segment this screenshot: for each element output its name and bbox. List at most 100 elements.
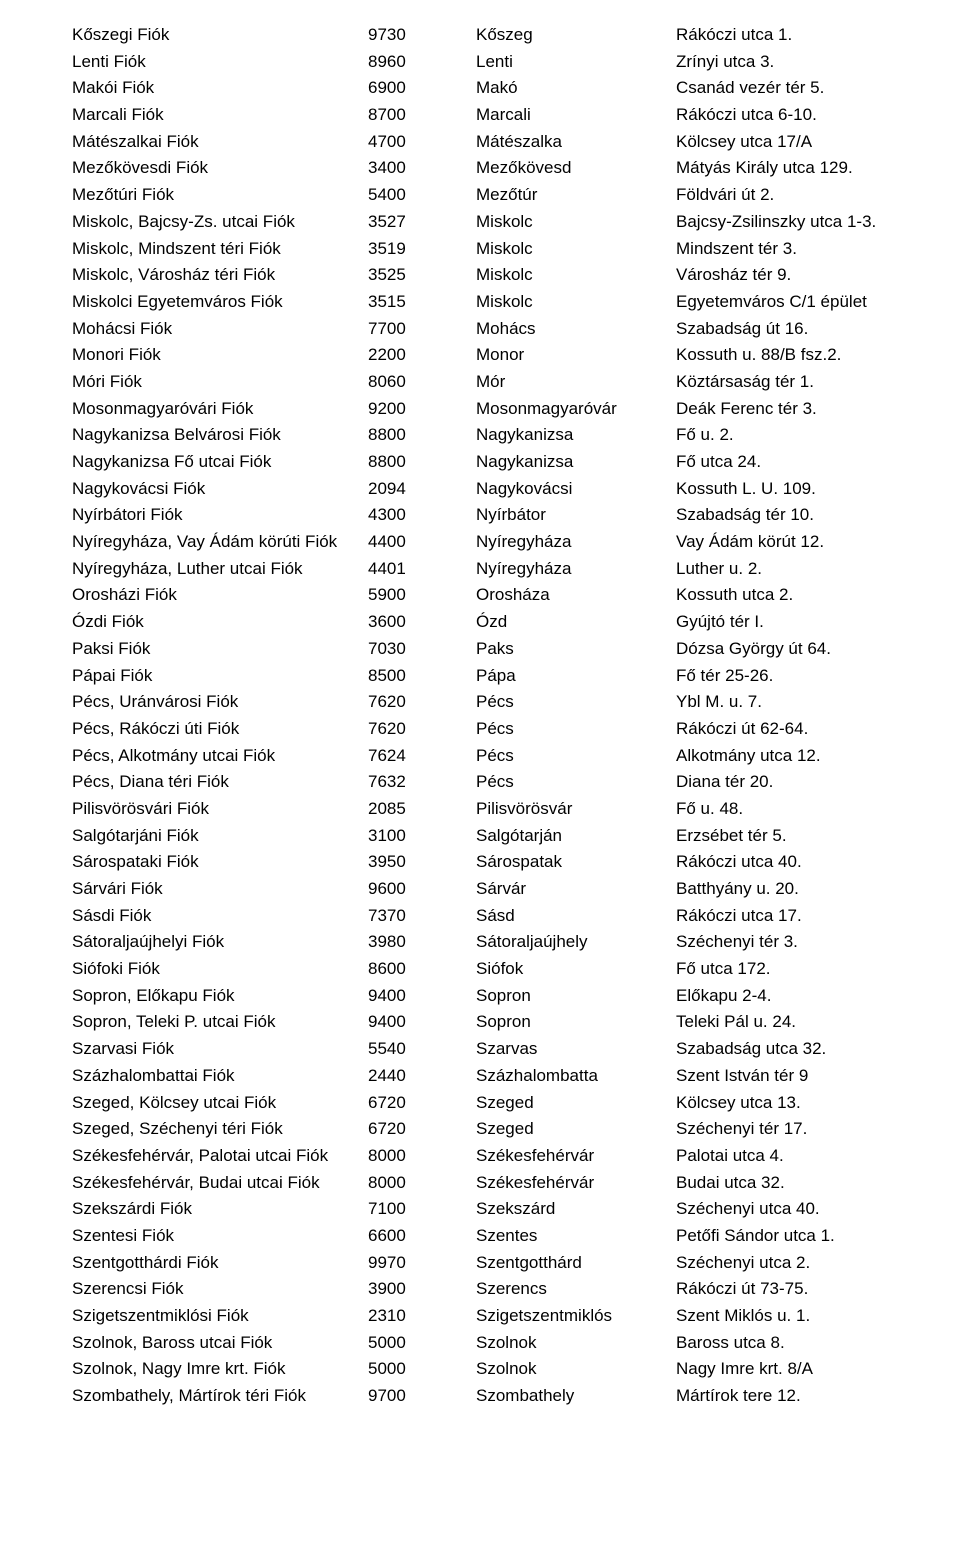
branch-code: 8960	[368, 49, 476, 76]
branch-name: Miskolci Egyetemváros Fiók	[72, 289, 368, 316]
branch-name: Miskolc, Mindszent téri Fiók	[72, 236, 368, 263]
branch-name: Mezőkövesdi Fiók	[72, 155, 368, 182]
branch-code: 2094	[368, 476, 476, 503]
branch-code: 8000	[368, 1143, 476, 1170]
branch-city: Pécs	[476, 716, 676, 743]
branch-address: Mátyás Király utca 129.	[676, 155, 912, 182]
branch-code: 7030	[368, 636, 476, 663]
branch-city: Nyíregyháza	[476, 556, 676, 583]
branch-code: 3900	[368, 1276, 476, 1303]
table-row: Szombathely, Mártírok téri Fiók9700Szomb…	[72, 1383, 912, 1410]
table-row: Pécs, Diana téri Fiók7632PécsDiana tér 2…	[72, 769, 912, 796]
branch-code: 3519	[368, 236, 476, 263]
branch-address: Rákóczi utca 1.	[676, 22, 912, 49]
branch-name: Nagykovácsi Fiók	[72, 476, 368, 503]
branch-address: Széchenyi utca 40.	[676, 1196, 912, 1223]
branch-code: 3527	[368, 209, 476, 236]
branch-code: 3950	[368, 849, 476, 876]
branch-city: Szeged	[476, 1090, 676, 1117]
branch-address: Rákóczi utca 17.	[676, 903, 912, 930]
branch-address: Szabadság tér 10.	[676, 502, 912, 529]
branch-code: 9200	[368, 396, 476, 423]
branch-city: Székesfehérvár	[476, 1143, 676, 1170]
branch-city: Nyíregyháza	[476, 529, 676, 556]
table-row: Nyíregyháza, Vay Ádám körúti Fiók4400Nyí…	[72, 529, 912, 556]
branch-name: Szolnok, Baross utcai Fiók	[72, 1330, 368, 1357]
branch-city: Orosháza	[476, 582, 676, 609]
table-row: Szolnok, Baross utcai Fiók5000SzolnokBar…	[72, 1330, 912, 1357]
branch-name: Siófoki Fiók	[72, 956, 368, 983]
branch-code: 8800	[368, 449, 476, 476]
branch-address: Mártírok tere 12.	[676, 1383, 912, 1410]
branch-code: 3600	[368, 609, 476, 636]
branch-name: Makói Fiók	[72, 75, 368, 102]
table-row: Pécs, Alkotmány utcai Fiók7624PécsAlkotm…	[72, 743, 912, 770]
branch-city: Paks	[476, 636, 676, 663]
table-row: Ózdi Fiók3600ÓzdGyújtó tér I.	[72, 609, 912, 636]
table-row: Szeged, Széchenyi téri Fiók6720SzegedSzé…	[72, 1116, 912, 1143]
branch-city: Lenti	[476, 49, 676, 76]
branch-code: 5540	[368, 1036, 476, 1063]
branch-city: Sárvár	[476, 876, 676, 903]
branch-city: Szolnok	[476, 1330, 676, 1357]
table-row: Mezőkövesdi Fiók3400MezőkövesdMátyás Kir…	[72, 155, 912, 182]
branch-address: Kossuth L. U. 109.	[676, 476, 912, 503]
branch-city: Nyírbátor	[476, 502, 676, 529]
branch-code: 2310	[368, 1303, 476, 1330]
branch-city: Százhalombatta	[476, 1063, 676, 1090]
branch-name: Pápai Fiók	[72, 663, 368, 690]
table-row: Salgótarjáni Fiók3100SalgótarjánErzsébet…	[72, 823, 912, 850]
table-row: Miskolc, Városház téri Fiók3525MiskolcVá…	[72, 262, 912, 289]
branch-name: Mosonmagyaróvári Fiók	[72, 396, 368, 423]
branch-city: Mezőkövesd	[476, 155, 676, 182]
table-row: Pécs, Rákóczi úti Fiók7620PécsRákóczi út…	[72, 716, 912, 743]
branch-name: Pécs, Uránvárosi Fiók	[72, 689, 368, 716]
branch-address: Városház tér 9.	[676, 262, 912, 289]
branch-city: Kőszeg	[476, 22, 676, 49]
table-row: Szigetszentmiklósi Fiók2310Szigetszentmi…	[72, 1303, 912, 1330]
branch-name: Monori Fiók	[72, 342, 368, 369]
branch-code: 7620	[368, 716, 476, 743]
branch-city: Mór	[476, 369, 676, 396]
branch-code: 4400	[368, 529, 476, 556]
table-row: Mátészalkai Fiók4700MátészalkaKölcsey ut…	[72, 129, 912, 156]
branch-name: Szerencsi Fiók	[72, 1276, 368, 1303]
table-row: Pécs, Uránvárosi Fiók7620PécsYbl M. u. 7…	[72, 689, 912, 716]
branch-name: Sárospataki Fiók	[72, 849, 368, 876]
branch-city: Szarvas	[476, 1036, 676, 1063]
branch-name: Szolnok, Nagy Imre krt. Fiók	[72, 1356, 368, 1383]
branch-name: Százhalombattai Fiók	[72, 1063, 368, 1090]
branch-code: 7100	[368, 1196, 476, 1223]
branch-name: Nyírbátori Fiók	[72, 502, 368, 529]
branch-address: Bajcsy-Zsilinszky utca 1-3.	[676, 209, 912, 236]
branch-city: Mátészalka	[476, 129, 676, 156]
branch-code: 4700	[368, 129, 476, 156]
branch-city: Sopron	[476, 983, 676, 1010]
branch-name: Szeged, Széchenyi téri Fiók	[72, 1116, 368, 1143]
table-row: Móri Fiók8060MórKöztársaság tér 1.	[72, 369, 912, 396]
branch-code: 8500	[368, 663, 476, 690]
branch-code: 9400	[368, 983, 476, 1010]
branch-code: 6720	[368, 1116, 476, 1143]
branch-name: Nagykanizsa Belvárosi Fiók	[72, 422, 368, 449]
table-row: Mezőtúri Fiók5400MezőtúrFöldvári út 2.	[72, 182, 912, 209]
branch-code: 7632	[368, 769, 476, 796]
branch-address: Széchenyi utca 2.	[676, 1250, 912, 1277]
table-row: Szerencsi Fiók3900SzerencsRákóczi út 73-…	[72, 1276, 912, 1303]
branch-name: Marcali Fiók	[72, 102, 368, 129]
branch-address: Erzsébet tér 5.	[676, 823, 912, 850]
branch-city: Miskolc	[476, 209, 676, 236]
branch-table: Kőszegi Fiók9730KőszegRákóczi utca 1.Len…	[0, 0, 960, 1432]
branch-address: Gyújtó tér I.	[676, 609, 912, 636]
table-row: Sárvári Fiók9600SárvárBatthyány u. 20.	[72, 876, 912, 903]
branch-city: Pécs	[476, 743, 676, 770]
branch-address: Széchenyi tér 17.	[676, 1116, 912, 1143]
branch-code: 2440	[368, 1063, 476, 1090]
branch-city: Mosonmagyaróvár	[476, 396, 676, 423]
branch-address: Batthyány u. 20.	[676, 876, 912, 903]
branch-city: Szentes	[476, 1223, 676, 1250]
branch-address: Rákóczi utca 6-10.	[676, 102, 912, 129]
branch-code: 5900	[368, 582, 476, 609]
branch-city: Székesfehérvár	[476, 1170, 676, 1197]
branch-address: Szabadság út 16.	[676, 316, 912, 343]
